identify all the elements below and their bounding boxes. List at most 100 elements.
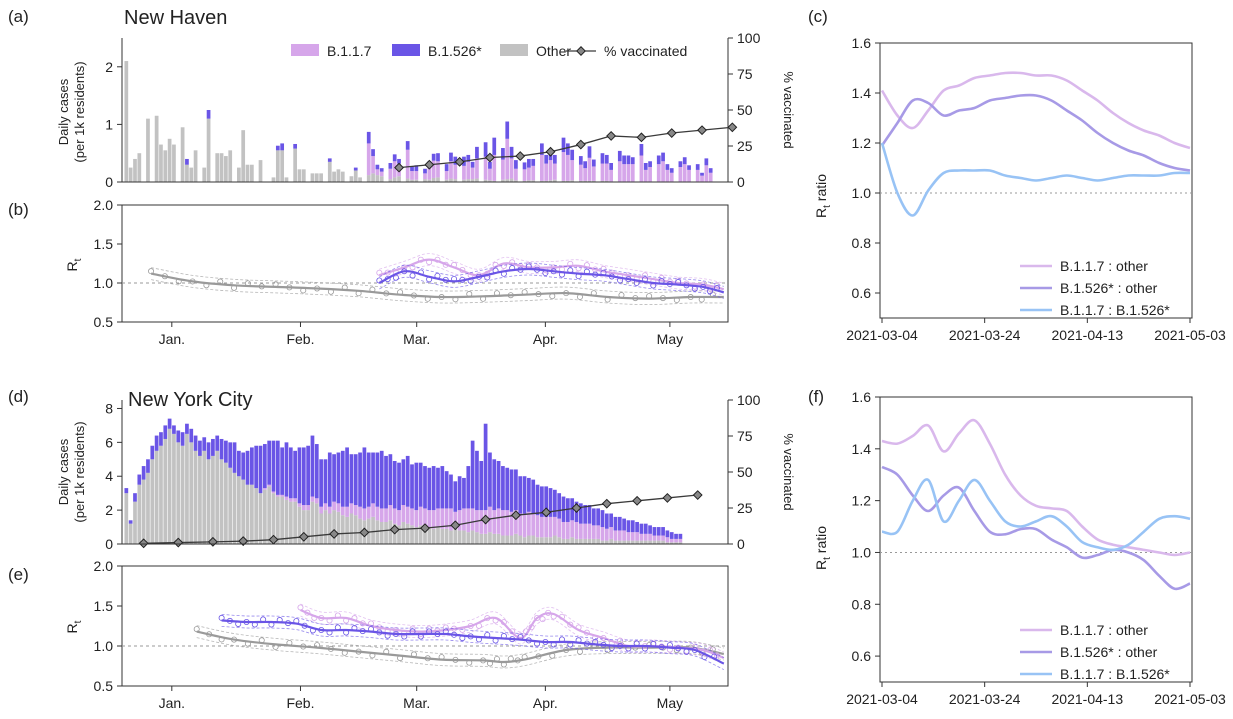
ytick-label-f: 1.4 (852, 441, 872, 457)
vacc-point-d (238, 536, 249, 547)
bar-other-d (501, 535, 505, 544)
ytick-label-b: 2.0 (94, 197, 114, 213)
rt-point-e-b526 (442, 628, 449, 635)
bar-b117-d (505, 510, 510, 536)
bar-b117-d (440, 508, 445, 529)
rt-point-e-b117 (583, 629, 590, 636)
bar-b526-a (704, 158, 709, 166)
bar-other-d (219, 459, 224, 544)
ci-lower-b-b117 (379, 265, 724, 296)
bar-b117-d (600, 527, 605, 541)
bar-b526-d (470, 440, 475, 509)
bar-b526-a (578, 156, 583, 165)
bar-b117-a (630, 164, 635, 182)
ratio-line-f-r_b117_b526 (881, 478, 1191, 552)
rt-point-e-b526 (475, 636, 482, 643)
bar-b117-d (630, 532, 635, 541)
bar-b526-d (193, 435, 198, 451)
frame-e (121, 565, 729, 687)
bar-b526-d (449, 474, 453, 509)
vacc-point-a (394, 162, 404, 173)
rt-point-b-other_rt (507, 292, 514, 299)
rt-point-b-b526 (658, 278, 665, 285)
bar-b526-a (591, 159, 596, 167)
bar-other-a (444, 179, 449, 182)
bar-other-d (384, 521, 388, 544)
rt-point-e-other_rt (507, 655, 514, 662)
rt-point-e-b526 (484, 631, 491, 638)
bar-b526-d (613, 516, 618, 531)
rt-point-b-b526 (384, 276, 391, 283)
ytick-label-e: 2.0 (94, 558, 114, 574)
bar-other-d (574, 538, 579, 544)
bar-b117-a (600, 163, 605, 181)
rt-point-e-b117 (575, 624, 582, 631)
ratio-line-c-r_b117_other (880, 71, 1191, 150)
bar-other-d (241, 479, 246, 544)
bar-b526-d (496, 460, 501, 509)
bar-b117-a (561, 152, 566, 181)
bar-other-d (293, 501, 298, 544)
bar-other-d (193, 450, 198, 544)
bar-other-d (271, 493, 276, 544)
bar-other-d (436, 527, 440, 544)
bar-other-d (319, 513, 323, 544)
rt-point-b-b117 (426, 259, 433, 266)
rt-point-b-other_rt (535, 291, 542, 298)
bar-b526-a (388, 162, 393, 169)
rt-point-b-other_rt (493, 290, 500, 297)
bar-b117-d (552, 516, 557, 536)
bar-b117-a (648, 167, 652, 182)
bar-b117-a (617, 161, 622, 182)
bar-other-a (414, 179, 419, 182)
panel-letter-c: (c) (808, 7, 828, 26)
ytick-label-d: 8 (105, 400, 113, 416)
rt-point-e-other_rt (500, 661, 507, 668)
y2tick-label-a: 75 (737, 66, 753, 82)
rt-point-b-other_rt (438, 294, 445, 301)
ylabel-rt-e: Rt (64, 620, 84, 633)
bar-other-a (565, 180, 570, 182)
rt-point-b-b526 (484, 274, 491, 281)
bar-b117-a (423, 173, 427, 180)
xtick-label-f: 2021-05-03 (1154, 691, 1226, 707)
rt-point-e-b117 (359, 620, 366, 627)
rt-point-b-other_rt (590, 290, 597, 297)
bar-b117-a (462, 165, 466, 180)
ytick-label-a: 2 (105, 59, 113, 75)
bar-b526-d (596, 508, 601, 526)
rt-point-b-b526 (500, 270, 507, 277)
bar-other-d (306, 510, 310, 544)
ci-upper-e-b526 (221, 614, 724, 658)
rt-point-e-other_rt (244, 640, 251, 647)
bar-b117-d (375, 506, 380, 521)
bar-other-a (548, 180, 553, 182)
bar-b526-a (466, 154, 471, 162)
bar-b117-a (505, 138, 510, 180)
bar-other-d (643, 540, 648, 544)
bar-b117-d (613, 530, 618, 541)
bar-b526-a (514, 160, 518, 169)
ylabel-ratio-f: Rt ratio (813, 526, 833, 570)
rt-point-e-other_rt (521, 654, 528, 661)
plot-area: 0 1 2 0 25 50 75 100 B.1.1.7 B.1.526* Other % vacci… (94, 30, 1226, 711)
bar-b526-d (180, 432, 185, 446)
bar-b526-a (206, 110, 211, 119)
rt-point-e-b526 (625, 645, 632, 652)
rt-point-e-other_rt (383, 648, 390, 655)
bar-b117-d (345, 506, 349, 517)
bar-b526-a (682, 157, 687, 165)
bar-b526-d (401, 459, 406, 506)
bar-other-d (371, 516, 375, 544)
vacc-point-a (545, 146, 556, 157)
bar-b117-d (284, 496, 289, 500)
bar-b117-a (379, 171, 384, 177)
bar-b526-d (137, 474, 142, 485)
ytick-label-c: 0.8 (852, 235, 872, 251)
bar-b526-a (639, 143, 644, 156)
bar-b117-d (371, 503, 375, 517)
vacc-point-a (515, 151, 526, 162)
rt-point-e-b117 (492, 617, 499, 624)
ylabel-cases-a-line2: (per 1k residents) (72, 61, 87, 162)
bar-other-d (332, 510, 336, 544)
